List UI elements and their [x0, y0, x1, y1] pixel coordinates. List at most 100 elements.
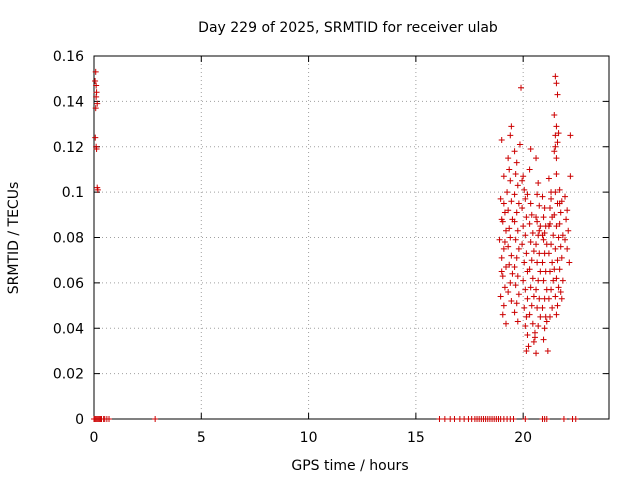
data-point [505, 243, 512, 250]
data-point [527, 200, 534, 207]
data-point [506, 225, 513, 232]
data-point [506, 261, 513, 268]
data-point [543, 416, 550, 422]
data-point [553, 223, 560, 230]
data-point [558, 254, 565, 261]
data-points [91, 68, 579, 422]
data-point [556, 200, 563, 207]
data-point [535, 322, 542, 329]
data-point [555, 284, 562, 291]
y-tick-labels: 0 0.02 0.04 0.06 0.08 0.1 0.12 0.14 0.16 [53, 49, 84, 428]
data-point [534, 191, 541, 198]
data-point [523, 313, 530, 320]
data-point [555, 130, 562, 137]
data-point [557, 288, 564, 295]
data-point [106, 416, 113, 422]
data-point [527, 284, 534, 291]
data-point [524, 191, 531, 198]
data-point [518, 84, 525, 91]
data-point [557, 209, 564, 216]
data-point [551, 148, 558, 155]
data-point [541, 205, 548, 212]
data-point [524, 295, 531, 302]
data-point [552, 293, 559, 300]
data-point [515, 200, 522, 207]
data-point [510, 416, 517, 422]
data-point [546, 313, 553, 320]
data-point [537, 268, 544, 275]
x-tick-label: 0 [90, 430, 99, 446]
data-point [545, 175, 552, 182]
data-point [92, 105, 99, 112]
data-point [441, 416, 448, 422]
data-point [534, 259, 541, 266]
data-point [540, 336, 547, 343]
data-point [528, 302, 535, 309]
data-point [93, 146, 100, 153]
data-point [92, 68, 99, 75]
data-point [521, 259, 528, 266]
data-point [546, 268, 553, 275]
data-point [508, 198, 515, 205]
data-point [562, 193, 569, 200]
data-point [508, 298, 515, 305]
data-point [535, 180, 542, 187]
data-point [533, 286, 540, 293]
data-point [507, 177, 514, 184]
data-point [501, 239, 508, 246]
data-point [522, 232, 529, 239]
data-point [512, 282, 519, 289]
data-point [515, 291, 522, 298]
data-point [549, 304, 556, 311]
data-point [152, 416, 159, 422]
data-point [511, 218, 518, 225]
data-point [541, 229, 548, 236]
data-point [544, 347, 551, 354]
y-tick-label: 0.06 [53, 276, 84, 292]
data-point [565, 227, 572, 234]
data-point [540, 236, 547, 243]
data-point [540, 277, 547, 284]
chart-title: Day 229 of 2025, SRMTID for receiver ula… [198, 20, 498, 36]
data-point [557, 243, 564, 250]
data-point [94, 100, 101, 107]
data-point [546, 220, 553, 227]
data-point [509, 270, 516, 277]
data-point [536, 295, 543, 302]
data-point [551, 211, 558, 218]
data-point [536, 250, 543, 257]
data-point [529, 320, 536, 327]
data-point [507, 132, 514, 139]
data-point [522, 286, 529, 293]
data-point [550, 232, 557, 239]
data-point [541, 325, 548, 332]
data-point [545, 250, 552, 257]
data-point [534, 218, 541, 225]
y-tick-label: 0.16 [53, 49, 84, 65]
data-point [526, 311, 533, 318]
data-point [525, 343, 532, 350]
x-tick-label: 10 [300, 430, 318, 446]
grid-lines [94, 56, 609, 419]
data-point [512, 170, 519, 177]
data-point [507, 234, 514, 241]
data-point [511, 309, 518, 316]
data-point [498, 216, 505, 223]
data-point [548, 286, 555, 293]
data-point [559, 232, 566, 239]
data-point [533, 155, 540, 162]
data-point [523, 347, 530, 354]
data-point [530, 248, 537, 255]
data-point [514, 273, 521, 280]
data-point [536, 227, 543, 234]
data-point [523, 250, 530, 257]
data-point [554, 139, 561, 146]
data-point [530, 293, 537, 300]
data-point [523, 214, 530, 221]
data-point [536, 202, 543, 209]
data-point [539, 259, 546, 266]
data-point [537, 223, 544, 230]
data-point [520, 223, 527, 230]
data-point [503, 263, 509, 270]
y-tick-label: 0.08 [53, 231, 84, 247]
